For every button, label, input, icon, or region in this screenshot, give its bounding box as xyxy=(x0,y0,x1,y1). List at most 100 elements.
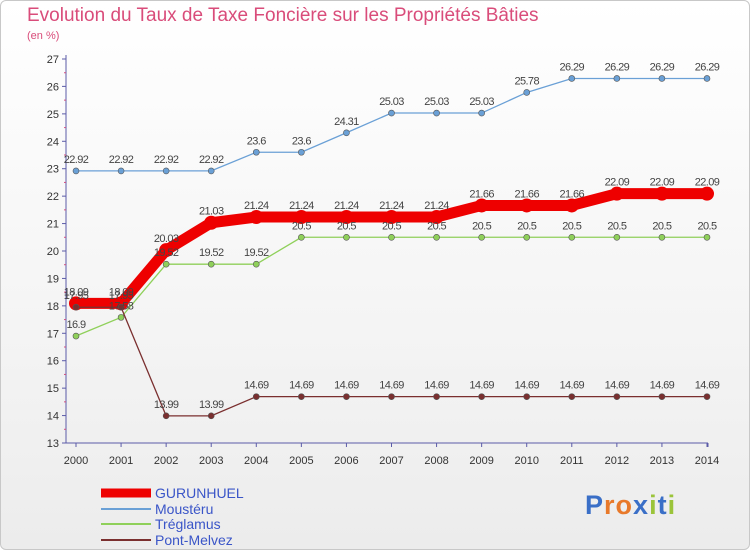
data-point-moust-ru xyxy=(72,167,80,175)
x-tick-label: 2012 xyxy=(605,455,629,467)
data-point-pont-melvez xyxy=(207,412,215,420)
y-tick-label: 18 xyxy=(47,301,59,313)
unit-label: (en %) xyxy=(27,30,60,42)
x-tick-label: 2008 xyxy=(424,455,448,467)
data-label-pont-melvez: 14.69 xyxy=(560,380,585,392)
data-point-moust-ru xyxy=(523,89,531,96)
data-label-pont-melvez: 14.69 xyxy=(650,380,675,392)
data-point-pont-melvez xyxy=(343,393,350,400)
data-label-pont-melvez: 14.69 xyxy=(334,380,359,392)
legend-label-moust-ru: Moustéru xyxy=(155,501,213,517)
data-label-gurunhuel: 18.09 xyxy=(109,286,134,298)
data-label-tr-glamus: 19.52 xyxy=(199,247,224,259)
data-label-gurunhuel: 21.24 xyxy=(424,200,449,212)
data-label-pont-melvez: 14.69 xyxy=(379,380,404,392)
data-point-tr-glamus xyxy=(478,233,485,241)
data-point-gurunhuel xyxy=(159,243,174,258)
data-label-moust-ru: 22.92 xyxy=(109,154,134,166)
data-label-tr-glamus: 20.5 xyxy=(427,220,446,232)
data-point-pont-melvez xyxy=(568,393,576,400)
data-label-tr-glamus: 17.58 xyxy=(109,300,134,312)
data-label-pont-melvez: 14.69 xyxy=(469,380,494,392)
data-label-tr-glamus: 19.52 xyxy=(244,247,269,259)
x-tick-label: 2006 xyxy=(334,455,358,467)
data-label-pont-melvez: 14.69 xyxy=(514,380,539,392)
data-label-pont-melvez: 13.99 xyxy=(199,399,224,411)
data-label-tr-glamus: 20.5 xyxy=(472,220,491,232)
y-tick-label: 27 xyxy=(47,54,59,66)
data-point-moust-ru xyxy=(162,167,170,175)
y-tick-label: 22 xyxy=(47,191,59,203)
data-point-gurunhuel xyxy=(249,209,264,224)
data-label-tr-glamus: 20.5 xyxy=(697,220,716,232)
data-label-tr-glamus: 20.5 xyxy=(337,220,356,232)
x-tick-label: 2001 xyxy=(109,455,133,467)
data-label-moust-ru: 23.6 xyxy=(292,135,311,147)
y-tick-label: 26 xyxy=(47,81,59,93)
data-point-gurunhuel xyxy=(519,198,534,213)
y-tick-label: 24 xyxy=(47,136,59,148)
data-label-gurunhuel: 22.09 xyxy=(605,177,630,189)
data-point-moust-ru xyxy=(433,109,440,117)
x-tick-label: 2007 xyxy=(379,455,403,467)
proxiti-logo: Proxiti xyxy=(585,490,677,520)
x-tick-label: 2004 xyxy=(244,455,268,467)
data-label-tr-glamus: 16.9 xyxy=(66,319,85,331)
data-label-gurunhuel: 18.09 xyxy=(64,286,89,298)
x-tick-label: 2003 xyxy=(199,455,223,467)
y-tick-label: 25 xyxy=(47,109,59,121)
data-point-gurunhuel xyxy=(700,186,714,201)
x-tick-label: 2010 xyxy=(514,455,538,467)
x-tick-label: 2009 xyxy=(469,455,493,467)
x-tick-label: 2000 xyxy=(64,455,88,467)
data-point-gurunhuel xyxy=(429,209,444,224)
data-point-pont-melvez xyxy=(478,393,485,400)
data-point-tr-glamus xyxy=(658,233,666,241)
data-point-gurunhuel xyxy=(294,209,309,224)
data-point-moust-ru xyxy=(703,75,711,82)
data-point-tr-glamus xyxy=(207,260,215,268)
y-tick-label: 15 xyxy=(47,383,59,395)
data-label-pont-melvez: 14.69 xyxy=(244,380,269,392)
data-label-moust-ru: 26.29 xyxy=(695,61,720,73)
data-label-gurunhuel: 21.24 xyxy=(334,200,359,212)
data-point-pont-melvez xyxy=(703,393,711,400)
data-label-pont-melvez: 13.99 xyxy=(154,399,179,411)
data-label-pont-melvez: 14.69 xyxy=(605,380,630,392)
data-point-tr-glamus xyxy=(252,260,260,268)
data-label-gurunhuel: 20.03 xyxy=(154,233,179,245)
data-label-moust-ru: 23.6 xyxy=(247,135,266,147)
data-point-pont-melvez xyxy=(433,393,440,400)
legend-label-pont-melvez: Pont-Melvez xyxy=(155,532,233,548)
data-point-moust-ru xyxy=(117,167,125,175)
data-point-moust-ru xyxy=(343,129,350,137)
y-tick-label: 20 xyxy=(47,246,59,258)
data-point-pont-melvez xyxy=(388,393,395,400)
data-point-pont-melvez xyxy=(658,393,666,400)
x-tick-label: 2005 xyxy=(289,455,313,467)
data-point-moust-ru xyxy=(388,109,395,117)
data-label-gurunhuel: 21.66 xyxy=(469,188,494,200)
data-point-gurunhuel xyxy=(564,198,579,213)
data-point-gurunhuel xyxy=(609,186,624,201)
data-point-moust-ru xyxy=(207,167,215,175)
data-label-gurunhuel: 22.09 xyxy=(650,177,675,189)
data-point-pont-melvez xyxy=(613,393,621,400)
data-point-gurunhuel xyxy=(384,209,399,224)
data-label-gurunhuel: 21.24 xyxy=(244,200,269,212)
data-point-pont-melvez xyxy=(72,303,80,311)
data-label-moust-ru: 25.03 xyxy=(379,96,404,108)
data-label-moust-ru: 22.92 xyxy=(199,154,224,166)
data-label-pont-melvez: 17.95 xyxy=(109,290,134,302)
data-point-pont-melvez xyxy=(162,412,170,420)
data-point-gurunhuel xyxy=(204,215,219,230)
data-point-tr-glamus xyxy=(433,233,440,241)
data-label-moust-ru: 22.92 xyxy=(154,154,179,166)
y-tick-label: 13 xyxy=(47,438,59,450)
data-point-moust-ru xyxy=(613,75,621,82)
y-tick-label: 16 xyxy=(47,356,59,368)
data-label-pont-melvez: 17.95 xyxy=(64,290,89,302)
data-label-moust-ru: 25.03 xyxy=(424,96,449,108)
data-label-pont-melvez: 14.69 xyxy=(424,380,449,392)
